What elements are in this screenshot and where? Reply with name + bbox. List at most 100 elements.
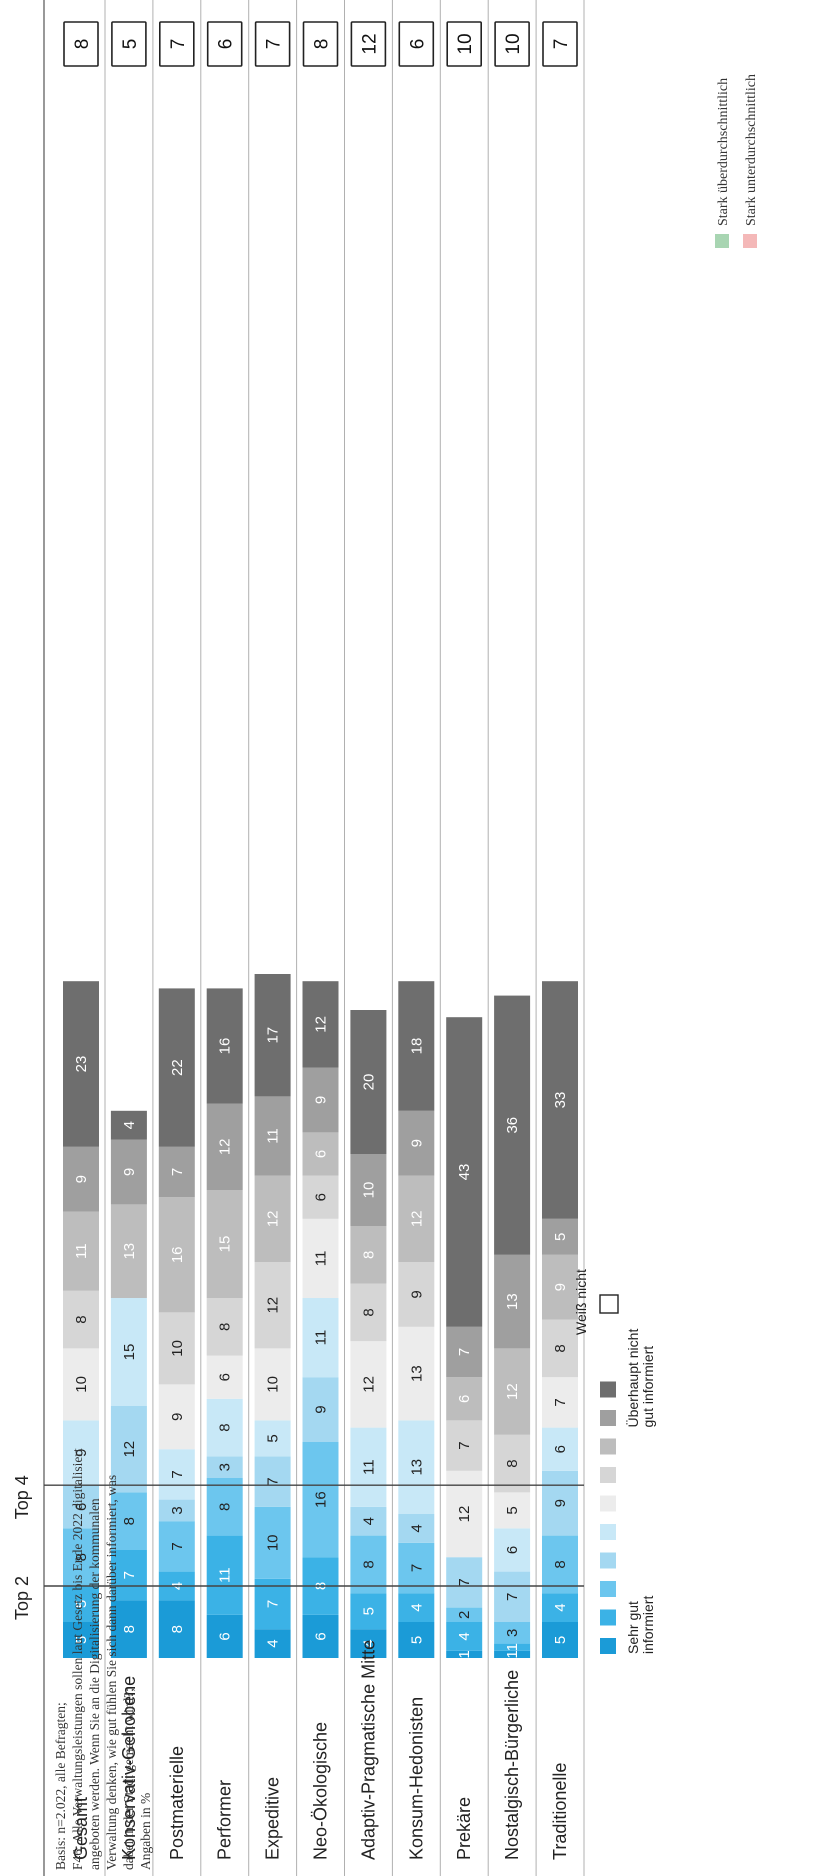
segment-label: 43 xyxy=(456,1164,473,1181)
weiss-nicht-value: 7 xyxy=(264,39,285,50)
segment-label: 6 xyxy=(456,1395,473,1403)
bar-segment xyxy=(302,1442,339,1558)
segment-label: 12 xyxy=(504,1383,521,1400)
bar-segment xyxy=(494,1622,531,1644)
segment-label: 7 xyxy=(552,1398,569,1406)
bar-segment xyxy=(398,1326,435,1421)
bar-segment xyxy=(350,1225,387,1284)
bar-segment xyxy=(158,1384,195,1450)
bar-segment xyxy=(494,1492,531,1529)
segment-label: 8 xyxy=(121,1625,138,1633)
significance-legend: Stark überdurchschnittlich Stark unterdur… xyxy=(715,74,759,248)
weiss-nicht-box xyxy=(398,21,435,67)
bar-segment xyxy=(446,1607,483,1622)
segment-label: 8 xyxy=(169,1625,186,1633)
bar-segment xyxy=(110,1600,147,1658)
bar-segment xyxy=(158,1146,195,1198)
bar-segment xyxy=(494,1434,531,1493)
bar-segment xyxy=(302,1132,339,1176)
segment-label: 4 xyxy=(360,1517,377,1525)
bar-segment xyxy=(63,1290,99,1349)
row-label-gesamt: Gesamt xyxy=(71,1797,91,1860)
significance-label: Stark überdurchschnittlich xyxy=(716,78,731,226)
bar-segment xyxy=(63,1146,99,1212)
segment-label: 6 xyxy=(73,1503,90,1511)
bar-segment xyxy=(254,1096,291,1176)
segment-label: 12 xyxy=(217,1138,234,1155)
bar-segment xyxy=(542,1622,578,1658)
bar-segment xyxy=(302,1377,339,1442)
segment-label: 9 xyxy=(73,1449,90,1457)
significance-swatch xyxy=(743,234,757,248)
weiss-nicht-box xyxy=(350,21,387,67)
bar-segment xyxy=(446,1622,483,1651)
bar-segment xyxy=(446,1377,483,1421)
segment-label: 12 xyxy=(265,1210,282,1227)
weiss-nicht-box xyxy=(302,21,339,67)
segment-label: 5 xyxy=(265,1434,282,1442)
weiss-nicht-box xyxy=(206,21,243,67)
row-label-expeditive: Expeditive xyxy=(263,1777,283,1860)
chart-rotated-group: 5586910811923878121513948473791016722611… xyxy=(12,0,759,1876)
segment-label: 22 xyxy=(169,1059,186,1076)
bar-segment xyxy=(254,1262,291,1349)
bar-segment xyxy=(302,1218,339,1298)
bar-segment xyxy=(254,1175,291,1262)
legend-swatch xyxy=(600,1581,616,1597)
segment-label: 13 xyxy=(121,1243,138,1260)
bar-segment xyxy=(63,1420,99,1486)
bar-segment xyxy=(398,1420,435,1514)
bar-segment xyxy=(542,1377,578,1428)
segment-label: 1 xyxy=(456,1650,473,1658)
segment-label: 5 xyxy=(360,1607,377,1615)
weiss-nicht-boxes: 8 5 7 6 7 8 12 6 10 10 7 xyxy=(63,21,578,67)
bar-segment xyxy=(446,1470,483,1558)
bar-segment xyxy=(206,1478,243,1536)
weiss-nicht-value: 10 xyxy=(503,33,524,54)
segment-label: 6 xyxy=(313,1632,330,1640)
significance-label: Stark unterdurchschnittlich xyxy=(744,74,759,226)
bar-segment xyxy=(398,1110,435,1176)
segment-label: 10 xyxy=(265,1376,282,1393)
segment-label: 11 xyxy=(265,1128,282,1144)
bar-segment xyxy=(446,1326,483,1378)
row-label-traditionelle: Traditionelle xyxy=(550,1763,570,1860)
bar-segment xyxy=(110,1139,147,1205)
bar-segment xyxy=(350,1629,387,1658)
segment-label: 7 xyxy=(169,1542,186,1550)
bar-segment xyxy=(158,1521,195,1572)
segment-label: 12 xyxy=(456,1506,473,1523)
bar-segment xyxy=(350,1341,387,1428)
bar-segment xyxy=(542,981,578,1219)
segment-label: 9 xyxy=(408,1290,425,1298)
bar-segment xyxy=(254,974,291,1097)
segment-label: 16 xyxy=(313,1491,330,1508)
segment-label: 11 xyxy=(313,1330,330,1346)
segment-label: 4 xyxy=(552,1603,569,1611)
segment-label: 6 xyxy=(313,1150,330,1158)
bar-segment xyxy=(542,1254,578,1320)
segment-label: 7 xyxy=(408,1564,425,1572)
bar-segment xyxy=(398,1622,435,1658)
bar-segment xyxy=(206,1614,243,1658)
bar-segment xyxy=(542,1319,578,1378)
segment-label: 6 xyxy=(313,1193,330,1201)
segment-label: 7 xyxy=(456,1441,473,1449)
segment-label: 15 xyxy=(217,1236,234,1253)
segment-label: 15 xyxy=(121,1344,138,1361)
segment-label: 9 xyxy=(313,1096,330,1104)
legend-swatch xyxy=(600,1467,616,1483)
bar-segment xyxy=(302,1067,339,1133)
bar-segment xyxy=(398,1513,435,1543)
segment-label: 6 xyxy=(217,1373,234,1381)
bar-segment xyxy=(206,988,243,1104)
segment-label: 11 xyxy=(360,1459,377,1475)
row-label-adaptiv-pragmatische-mitte: Adaptiv-Pragmatische Mitte xyxy=(358,1640,378,1860)
segment-label: 7 xyxy=(265,1600,282,1608)
row-label-neo-kologische: Neo-Ökologische xyxy=(311,1722,331,1860)
footnote-text: Basis: n=2.022, alle Befragten; F46: Alle… xyxy=(53,1448,153,1870)
row-labels: Gesamt Konservativ-Gehobene Postmaterielle… xyxy=(71,1640,570,1860)
weiss-nicht-value: 5 xyxy=(120,39,141,50)
segment-label: 8 xyxy=(360,1308,377,1316)
